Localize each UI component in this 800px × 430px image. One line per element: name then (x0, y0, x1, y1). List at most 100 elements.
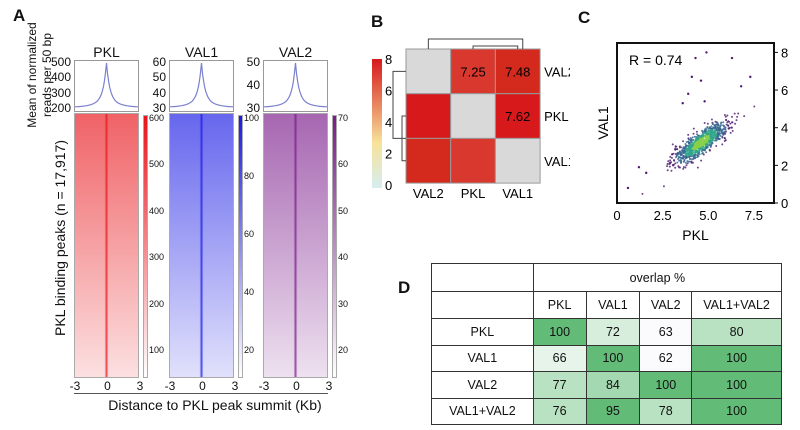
colorbar-tick-label: 4 (385, 115, 392, 130)
scatter-point (753, 105, 756, 108)
scatter-point (730, 126, 733, 129)
table-row: PKL 100 72 63 80 (431, 318, 782, 346)
panel-label-c: C (578, 8, 591, 27)
profile-curve (75, 62, 138, 108)
heatmap-cell (405, 93, 452, 139)
scatter-point (692, 157, 695, 160)
scatter-point (684, 152, 687, 155)
group-header-row: overlap % (431, 263, 783, 292)
scatter-point (674, 145, 677, 148)
scatter-point (714, 136, 717, 139)
scatter-point (720, 129, 723, 132)
scatter-point (703, 122, 706, 125)
scatter-point (666, 165, 669, 168)
scatter-point (721, 143, 724, 146)
scatter-point (712, 131, 715, 134)
scatter-point (724, 139, 727, 142)
colorbar-tick-label: 400 (149, 205, 165, 216)
signal-heatmap (169, 113, 234, 378)
scatter-point (662, 185, 665, 188)
scatter-point (717, 132, 720, 135)
scatter-point (669, 155, 672, 158)
scatter-point (702, 134, 705, 137)
overlap-table: overlap % PKL VAL1 VAL2 VAL1+VAL2 PKL 100 72 63 8… (431, 263, 783, 425)
scatter-point (674, 148, 677, 151)
scatter-point (719, 124, 722, 127)
scatter-point (679, 156, 682, 159)
column-header: VAL1 (585, 291, 641, 319)
x-tick-label: 7.5 (745, 208, 763, 223)
scatter-point (711, 127, 714, 130)
scatter-point (695, 133, 698, 136)
table-row: VAL1+VAL2 76 95 78 100 (431, 397, 782, 425)
scatter-point (716, 122, 719, 125)
profile-curve (264, 62, 327, 108)
profile-tick-label: 30 (152, 101, 166, 115)
scatter-point (709, 129, 712, 132)
x-tick-label: 2.5 (654, 208, 672, 223)
scatter-point (666, 169, 669, 172)
scatter-point (714, 120, 717, 123)
scatter-point (737, 112, 740, 115)
scatter-point (692, 138, 695, 141)
colorbar-tick-label: 0 (385, 178, 392, 193)
colorbar-tick-label: 30 (338, 298, 349, 309)
scatter-point (727, 120, 730, 123)
scatter-point (687, 140, 690, 143)
x-tick-label: 0 (293, 379, 300, 393)
scatter-point (690, 154, 693, 157)
scatter-point (674, 162, 677, 165)
scatter-point (674, 156, 677, 159)
scatter-point (717, 124, 720, 127)
scatter-point (719, 122, 722, 125)
row-header: PKL (431, 318, 534, 346)
scatter-point (679, 166, 682, 169)
profile-curve (170, 62, 233, 108)
heatmap-ylabel: PKL binding peaks (n = 17,917) (52, 140, 68, 337)
scatter-point (702, 153, 705, 156)
scatter-point (670, 169, 673, 172)
x-tick-label: -3 (258, 379, 270, 393)
row-label: VAL1 (544, 154, 570, 169)
scatter-point (685, 157, 688, 160)
overlap-cell: 100 (691, 397, 782, 425)
scatter-point (693, 135, 696, 138)
colorbar-tick-label: 70 (338, 113, 349, 123)
scatter-point (694, 56, 697, 60)
scatter-point (705, 135, 708, 138)
colorbar-tick-label: 600 (149, 113, 165, 123)
scatter-point (700, 148, 703, 151)
scatter-point (698, 141, 701, 144)
signal-heatmap (74, 113, 139, 378)
scatter-point (706, 137, 709, 140)
column-label: PKL (461, 186, 486, 201)
correlation-heatmap: 8 6 4 2 0 7.25 7.48 7.62 VAL2 PKL VAL1 VAL2 PKL VAL1 (372, 38, 570, 201)
scatter-point (710, 125, 713, 128)
scatter-point (699, 145, 702, 148)
scatter-point (702, 146, 705, 149)
scatter-point (695, 147, 698, 150)
scatter-point (721, 136, 724, 139)
scatter-point (695, 130, 698, 133)
scatter-point (690, 160, 693, 163)
row-header: VAL1 (431, 344, 534, 372)
scatter-point (735, 119, 738, 122)
scatter-point (637, 166, 641, 169)
scatter-point (700, 136, 703, 139)
scatter-point (696, 143, 699, 146)
x-tick-label: 3 (325, 379, 333, 393)
scatter-point (711, 141, 714, 144)
profile-tick-label: 50 (246, 55, 260, 69)
scatter-point (702, 143, 705, 146)
overlap-cell: 80 (691, 318, 782, 346)
scatter-point (672, 163, 675, 166)
scatter-point (670, 156, 673, 159)
scatter-point (685, 148, 688, 151)
profile-tick-label: 30 (246, 101, 260, 115)
ylabel-line1: Mean of normalized (25, 22, 39, 128)
colorbar-tick-label: 80 (244, 171, 255, 181)
scatter-point (701, 130, 704, 133)
scatter-point (704, 142, 707, 145)
scatter-point (677, 165, 680, 168)
scatter-point (722, 121, 725, 124)
